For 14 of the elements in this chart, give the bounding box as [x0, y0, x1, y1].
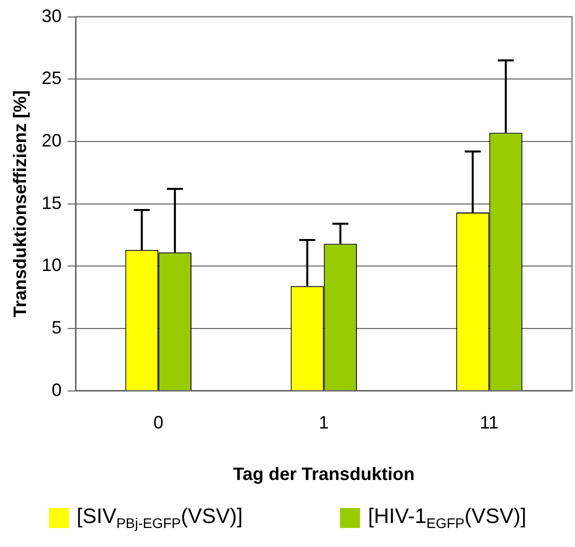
legend-label: [SIV$_{PBj-EGFP}$(VSV)] — [76, 505, 243, 532]
y-tick-label: 0 — [52, 380, 62, 400]
x-tick-label: 11 — [480, 412, 499, 433]
y-tick-label: 5 — [52, 317, 62, 338]
y-tick-label: 15 — [42, 192, 62, 213]
x-axis-title: Tag der Transduktion — [232, 464, 415, 484]
x-tick-label: 1 — [318, 412, 329, 433]
y-tick-label: 30 — [42, 6, 62, 26]
y-tick-label: 10 — [42, 255, 62, 276]
legend-label: [HIV-1$_{EGFP}$(VSV)] — [368, 505, 526, 532]
y-tick-label: 25 — [42, 68, 62, 88]
y-tick-label: 20 — [42, 130, 62, 150]
x-tick-label: 0 — [153, 412, 164, 433]
y-axis-title: Transduktionseffizienz [%] — [10, 90, 30, 318]
